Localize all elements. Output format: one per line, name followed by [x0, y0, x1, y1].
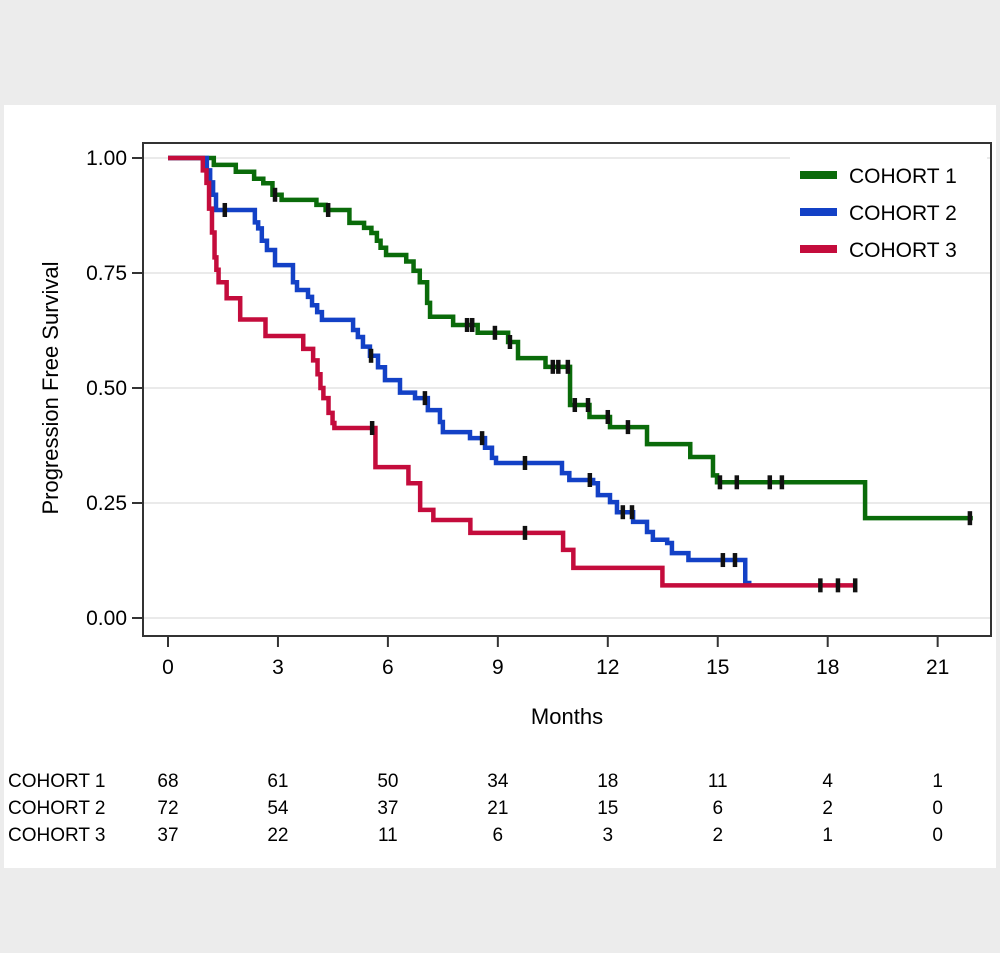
- censor-mark: [368, 348, 374, 363]
- censor-mark: [720, 553, 726, 568]
- censor-mark: [717, 475, 723, 490]
- legend-key-1: [800, 171, 837, 179]
- legend-key-2: [800, 208, 837, 216]
- km-series-2: [168, 155, 752, 586]
- y-axis-title: Progression Free Survival: [38, 261, 63, 514]
- km-chart: 1.00 0.75 0.50 0.25 0.00 0 3 6 9 12 15 18 21 COHORT …: [38, 142, 992, 729]
- censor-mark: [767, 475, 773, 490]
- censor-mark: [605, 409, 611, 424]
- survival-curves: [168, 155, 973, 593]
- x-tick-label: 18: [816, 656, 839, 679]
- x-tick-label: 12: [596, 656, 619, 679]
- km-curve: [168, 155, 973, 521]
- censor-mark: [572, 398, 578, 413]
- censor-mark: [732, 553, 738, 568]
- censor-mark: [625, 420, 631, 435]
- km-series-3: [168, 155, 858, 593]
- km-figure: 1.00 0.75 0.50 0.25 0.00 0 3 6 9 12 15 18 21 COHORT …: [4, 105, 996, 868]
- censor-mark: [585, 398, 591, 413]
- y-tick-label: 1.00: [86, 147, 127, 170]
- censor-mark: [852, 578, 858, 593]
- censor-mark: [272, 187, 278, 202]
- legend-label-3: COHORT 3: [849, 239, 957, 262]
- y-tick-label: 0.25: [86, 492, 127, 515]
- censor-mark: [818, 578, 823, 593]
- y-tick-label: 0.75: [86, 262, 127, 285]
- legend-label-2: COHORT 2: [849, 202, 957, 225]
- x-tick-label: 21: [926, 656, 949, 679]
- axis-ticks: 1.00 0.75 0.50 0.25 0.00 0 3 6 9 12 15 18 21: [86, 147, 949, 679]
- censor-mark: [550, 359, 556, 374]
- censor-mark: [522, 525, 528, 540]
- censor-mark: [967, 511, 973, 526]
- km-curve: [168, 155, 856, 588]
- censor-mark: [835, 578, 841, 593]
- plot-border: [142, 142, 992, 637]
- censor-mark: [422, 391, 428, 406]
- censor-mark: [779, 475, 785, 490]
- censor-mark: [587, 473, 593, 487]
- censor-mark: [222, 202, 228, 217]
- censor-mark: [556, 359, 561, 374]
- censor-mark: [734, 475, 740, 490]
- censor-mark: [620, 505, 626, 520]
- legend-label-1: COHORT 1: [849, 165, 957, 188]
- plot-frame: [142, 142, 992, 637]
- censor-mark: [565, 359, 571, 374]
- censor-mark: [479, 431, 485, 446]
- x-tick-label: 3: [272, 656, 284, 679]
- y-tick-label: 0.00: [86, 607, 127, 630]
- x-tick-label: 15: [706, 656, 729, 679]
- x-axis-title: Months: [531, 704, 603, 729]
- censor-mark: [507, 335, 513, 349]
- censor-mark: [369, 421, 375, 436]
- censor-mark: [469, 317, 475, 332]
- km-series-1: [168, 155, 973, 526]
- censor-mark: [492, 325, 498, 340]
- censor-mark: [325, 202, 331, 217]
- censor-mark: [629, 505, 635, 520]
- legend: COHORT 1 COHORT 2 COHORT 3: [790, 150, 987, 272]
- x-tick-label: 9: [492, 656, 504, 679]
- x-tick-label: 6: [382, 656, 394, 679]
- y-tick-label: 0.50: [86, 377, 127, 400]
- x-tick-label: 0: [162, 656, 174, 679]
- legend-key-3: [800, 245, 837, 253]
- censor-mark: [522, 455, 528, 470]
- censor-mark: [464, 317, 470, 332]
